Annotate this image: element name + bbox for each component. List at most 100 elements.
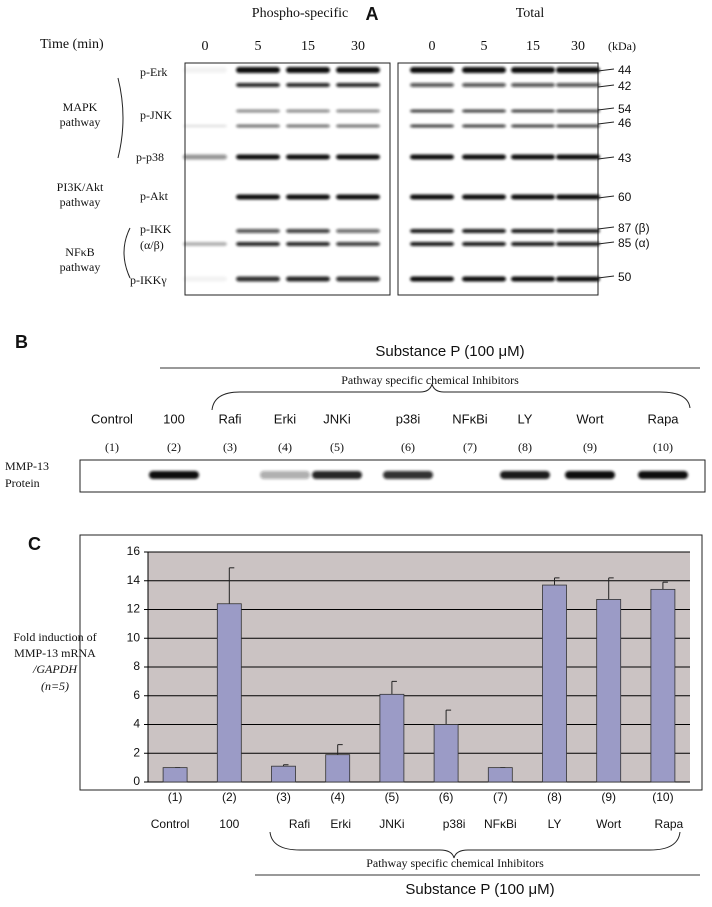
marker-arrow	[597, 84, 615, 88]
marker-label: 43	[618, 151, 632, 165]
blot-band	[556, 109, 600, 113]
blot-band	[410, 276, 454, 282]
blot-band	[410, 124, 454, 128]
bar	[650, 588, 676, 783]
bar	[433, 724, 459, 783]
x-tick-label: Erki	[330, 817, 351, 831]
blot-band	[556, 124, 600, 128]
bar	[487, 767, 513, 783]
lane-number: (3)	[223, 440, 237, 454]
blot-band	[511, 242, 555, 246]
lane-label: Wort	[576, 411, 604, 426]
pathway-label: PI3K/Akt	[57, 180, 104, 194]
time: 15	[301, 39, 315, 54]
blot-band	[236, 194, 280, 200]
panel-label: A	[366, 4, 379, 24]
inhibitor-label: Pathway specific chemical Inhibitors	[366, 856, 544, 870]
panel-label: B	[15, 332, 28, 352]
blot-band	[556, 229, 600, 233]
blot-band	[462, 154, 506, 160]
blot-band	[462, 109, 506, 113]
blot-band	[410, 109, 454, 113]
blot-band	[511, 124, 555, 128]
blot-band	[410, 67, 454, 73]
lane-label: Rapa	[647, 411, 679, 426]
row-label: Protein	[5, 476, 40, 490]
lane-number: (8)	[518, 440, 532, 454]
category-number: (8)	[547, 790, 562, 804]
blot-band	[500, 471, 550, 479]
marker-label: 50	[618, 270, 632, 284]
bar	[325, 754, 351, 783]
blot-band	[511, 109, 555, 113]
time-label: Time (min)	[40, 37, 104, 52]
blot-band	[565, 471, 615, 479]
pathway-label: MAPK	[63, 100, 98, 114]
marker-arrow	[597, 68, 615, 72]
marker-label: 60	[618, 190, 632, 204]
blot-band	[286, 67, 330, 73]
marker-arrow	[597, 121, 615, 125]
y-tick-label: 4	[133, 717, 140, 731]
lane-number: (9)	[583, 440, 597, 454]
time: 0	[202, 39, 209, 54]
row-label: MMP-13	[5, 459, 49, 473]
blot-band	[410, 154, 454, 160]
blot-band	[556, 154, 600, 160]
blot-band	[511, 154, 555, 160]
lane-number: (7)	[463, 440, 477, 454]
x-tick-label: p38i	[443, 817, 466, 831]
blot-band	[556, 242, 600, 246]
category-number: (7)	[493, 790, 508, 804]
blot-band	[556, 83, 600, 87]
blot-band	[236, 124, 280, 128]
x-tick-label: Control	[151, 817, 190, 831]
blot-band	[236, 67, 280, 73]
blot-band	[286, 229, 330, 233]
y-tick-label: 6	[133, 688, 140, 702]
kda-label: (kDa)	[608, 39, 636, 53]
blot-band	[410, 229, 454, 233]
x-tick-label: NFκBi	[484, 817, 517, 831]
lane-label: JNKi	[323, 411, 351, 426]
y-label: Fold induction of	[13, 630, 96, 644]
marker-label: 44	[618, 63, 632, 77]
marker-label: 46	[618, 116, 632, 130]
lane-label: LY	[518, 411, 533, 426]
header: Phospho-specific	[252, 6, 348, 21]
lane-label: Erki	[274, 411, 297, 426]
y-tick-label: 14	[127, 573, 141, 587]
lane-number: (4)	[278, 440, 292, 454]
blot-band	[336, 83, 380, 87]
blot-band	[462, 229, 506, 233]
blot-band	[638, 471, 688, 479]
blot-band	[410, 83, 454, 87]
pathway-label: pathway	[60, 260, 101, 274]
protein-label: p-IKKγ	[130, 273, 167, 287]
lane-label: p38i	[396, 411, 421, 426]
blot-band	[260, 471, 310, 479]
blot-band	[336, 124, 380, 128]
y-tick-label: 10	[127, 630, 141, 644]
bar	[542, 584, 567, 783]
marker-arrow	[597, 107, 615, 111]
category-number: (3)	[276, 790, 291, 804]
marker-arrow	[597, 156, 615, 160]
blot-frame	[79, 459, 706, 493]
bar	[162, 767, 188, 783]
lane-number: (5)	[330, 440, 344, 454]
protein-label: (α/β)	[140, 238, 164, 252]
blot-band	[462, 67, 506, 73]
inhibitor-label: Pathway specific chemical Inhibitors	[341, 373, 519, 387]
y-tick-label: 0	[133, 774, 140, 788]
blot-band	[511, 83, 555, 87]
blot-band	[511, 67, 555, 73]
blot-band	[286, 83, 330, 87]
pathway-label: NFκB	[65, 245, 94, 259]
blot-band	[556, 276, 600, 282]
bar	[596, 599, 622, 783]
x-tick-label: Wort	[596, 817, 622, 831]
y-tick-label: 2	[133, 745, 140, 759]
lane-number: (10)	[653, 440, 673, 454]
marker-label: 85 (α)	[618, 236, 650, 250]
